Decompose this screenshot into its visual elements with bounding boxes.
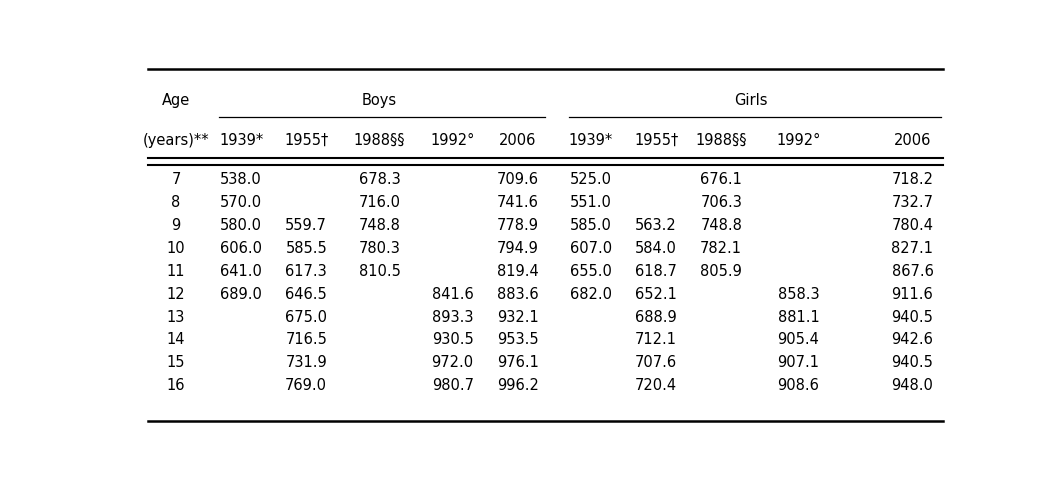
Text: 712.1: 712.1 xyxy=(635,333,677,348)
Text: 585.5: 585.5 xyxy=(286,241,328,256)
Text: 731.9: 731.9 xyxy=(286,355,328,371)
Text: 748.8: 748.8 xyxy=(358,218,400,233)
Text: 720.4: 720.4 xyxy=(635,378,677,393)
Text: 617.3: 617.3 xyxy=(286,264,328,279)
Text: 932.1: 932.1 xyxy=(497,310,539,324)
Text: 893.3: 893.3 xyxy=(432,310,474,324)
Text: 538.0: 538.0 xyxy=(220,172,262,187)
Text: 584.0: 584.0 xyxy=(635,241,677,256)
Text: 706.3: 706.3 xyxy=(700,195,742,210)
Text: 563.2: 563.2 xyxy=(635,218,677,233)
Text: 940.5: 940.5 xyxy=(891,310,933,324)
Text: 559.7: 559.7 xyxy=(286,218,328,233)
Text: 732.7: 732.7 xyxy=(891,195,933,210)
Text: 805.9: 805.9 xyxy=(700,264,742,279)
Text: 14: 14 xyxy=(167,333,185,348)
Text: 883.6: 883.6 xyxy=(497,287,539,301)
Text: 709.6: 709.6 xyxy=(497,172,539,187)
Text: 1988§§: 1988§§ xyxy=(354,133,405,148)
Text: 867.6: 867.6 xyxy=(891,264,933,279)
Text: 794.9: 794.9 xyxy=(497,241,539,256)
Text: 819.4: 819.4 xyxy=(497,264,539,279)
Text: 707.6: 707.6 xyxy=(635,355,677,371)
Text: Age: Age xyxy=(162,93,190,108)
Text: 810.5: 810.5 xyxy=(358,264,400,279)
Text: 780.3: 780.3 xyxy=(358,241,400,256)
Text: 580.0: 580.0 xyxy=(220,218,262,233)
Text: 585.0: 585.0 xyxy=(570,218,612,233)
Text: 2006: 2006 xyxy=(499,133,537,148)
Text: 905.4: 905.4 xyxy=(778,333,819,348)
Text: (years)**: (years)** xyxy=(143,133,209,148)
Text: 948.0: 948.0 xyxy=(891,378,933,393)
Text: 769.0: 769.0 xyxy=(286,378,328,393)
Text: 682.0: 682.0 xyxy=(570,287,612,301)
Text: 980.7: 980.7 xyxy=(432,378,474,393)
Text: 908.6: 908.6 xyxy=(778,378,819,393)
Text: 1992°: 1992° xyxy=(430,133,475,148)
Text: 953.5: 953.5 xyxy=(497,333,539,348)
Text: 11: 11 xyxy=(167,264,185,279)
Text: 606.0: 606.0 xyxy=(220,241,262,256)
Text: 976.1: 976.1 xyxy=(497,355,539,371)
Text: 858.3: 858.3 xyxy=(778,287,819,301)
Text: 7: 7 xyxy=(171,172,181,187)
Text: 741.6: 741.6 xyxy=(497,195,539,210)
Text: 778.9: 778.9 xyxy=(497,218,539,233)
Text: 940.5: 940.5 xyxy=(891,355,933,371)
Text: 996.2: 996.2 xyxy=(497,378,539,393)
Text: 1992°: 1992° xyxy=(776,133,821,148)
Text: 1988§§: 1988§§ xyxy=(695,133,747,148)
Text: 607.0: 607.0 xyxy=(570,241,612,256)
Text: Boys: Boys xyxy=(362,93,397,108)
Text: 15: 15 xyxy=(167,355,185,371)
Text: 827.1: 827.1 xyxy=(891,241,933,256)
Text: 1955†: 1955† xyxy=(634,133,678,148)
Text: 1939*: 1939* xyxy=(219,133,264,148)
Text: 13: 13 xyxy=(167,310,185,324)
Text: 972.0: 972.0 xyxy=(432,355,474,371)
Text: 678.3: 678.3 xyxy=(358,172,400,187)
Text: 1939*: 1939* xyxy=(569,133,613,148)
Text: 525.0: 525.0 xyxy=(570,172,612,187)
Text: Girls: Girls xyxy=(735,93,769,108)
Text: 652.1: 652.1 xyxy=(635,287,677,301)
Text: 716.5: 716.5 xyxy=(286,333,328,348)
Text: 1955†: 1955† xyxy=(285,133,329,148)
Text: 782.1: 782.1 xyxy=(700,241,742,256)
Text: 718.2: 718.2 xyxy=(891,172,933,187)
Text: 551.0: 551.0 xyxy=(570,195,612,210)
Text: 9: 9 xyxy=(171,218,181,233)
Text: 12: 12 xyxy=(167,287,185,301)
Text: 911.6: 911.6 xyxy=(891,287,933,301)
Text: 10: 10 xyxy=(167,241,185,256)
Text: 570.0: 570.0 xyxy=(220,195,262,210)
Text: 748.8: 748.8 xyxy=(700,218,742,233)
Text: 942.6: 942.6 xyxy=(891,333,933,348)
Text: 881.1: 881.1 xyxy=(778,310,819,324)
Text: 716.0: 716.0 xyxy=(358,195,400,210)
Text: 16: 16 xyxy=(167,378,185,393)
Text: 2006: 2006 xyxy=(894,133,931,148)
Text: 675.0: 675.0 xyxy=(286,310,328,324)
Text: 780.4: 780.4 xyxy=(891,218,933,233)
Text: 676.1: 676.1 xyxy=(700,172,742,187)
Text: 841.6: 841.6 xyxy=(432,287,474,301)
Text: 930.5: 930.5 xyxy=(432,333,474,348)
Text: 641.0: 641.0 xyxy=(220,264,262,279)
Text: 907.1: 907.1 xyxy=(777,355,819,371)
Text: 689.0: 689.0 xyxy=(220,287,262,301)
Text: 8: 8 xyxy=(171,195,181,210)
Text: 688.9: 688.9 xyxy=(635,310,677,324)
Text: 618.7: 618.7 xyxy=(635,264,677,279)
Text: 646.5: 646.5 xyxy=(286,287,328,301)
Text: 655.0: 655.0 xyxy=(570,264,612,279)
